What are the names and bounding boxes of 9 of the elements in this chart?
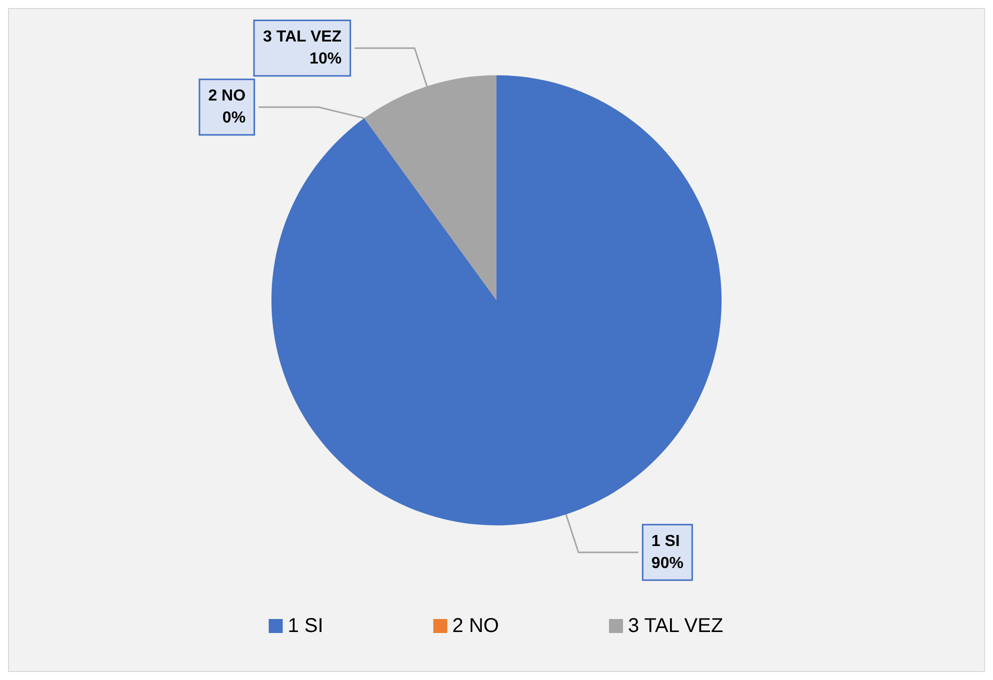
legend-label: 2 NO [452,615,499,637]
slice-label: 1 SI [651,532,680,550]
data-label: 90% [651,554,684,572]
data-label: 10% [310,50,342,68]
category-label: 2 NO [208,88,246,105]
legend-label: 3 TAL VEZ [628,615,724,637]
slice-label: 3 TAL VEZ [263,28,342,46]
legend-label: 1 SI [288,615,324,637]
text: 0% [222,110,246,127]
